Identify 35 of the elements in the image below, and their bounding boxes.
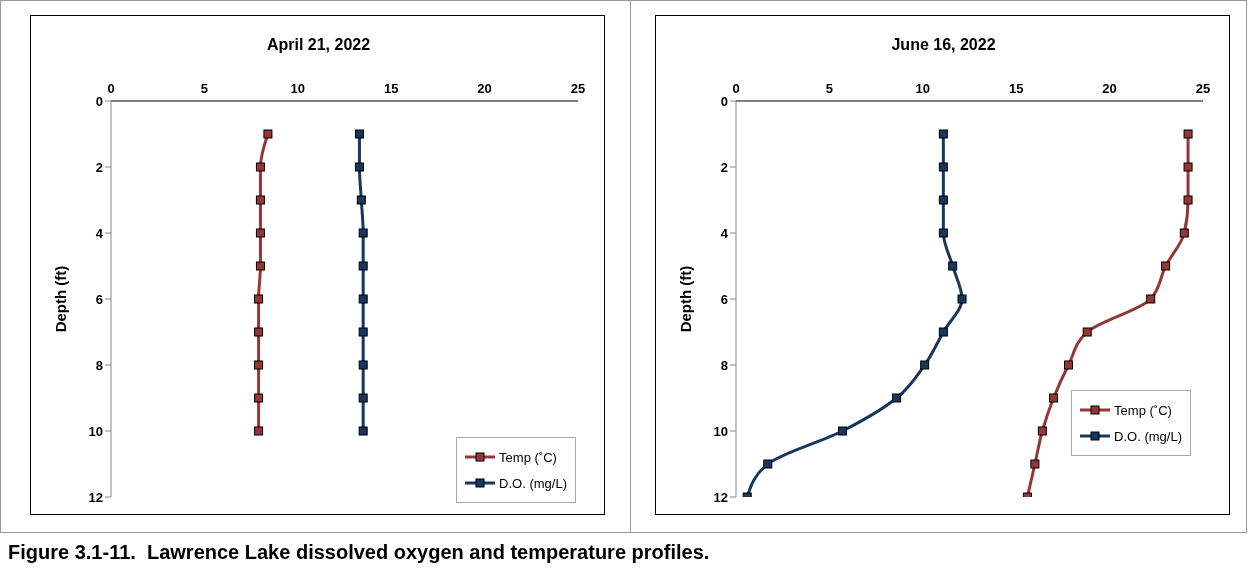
legend-label: D.O. (mg/L) — [499, 475, 567, 491]
y-tick-label: 6 — [720, 291, 728, 307]
x-tick-label: 0 — [732, 81, 740, 96]
y-tick-label: 12 — [88, 489, 103, 505]
y-tick-label: 0 — [720, 93, 728, 109]
y-tick-label: 8 — [720, 357, 728, 373]
y-tick-label: 10 — [88, 423, 103, 439]
legend-label: D.O. (mg/L) — [1114, 428, 1182, 444]
y-tick-label: 2 — [720, 159, 728, 175]
x-tick-label: 10 — [915, 81, 931, 96]
x-tick-label: 5 — [825, 81, 834, 96]
y-tick-label: 4 — [720, 225, 729, 241]
y-tick-label: 4 — [95, 225, 104, 241]
x-tick-label: 15 — [383, 81, 399, 96]
x-tick-label: 25 — [1195, 81, 1211, 96]
chart-title: April 21, 2022 — [265, 36, 372, 54]
caption: Figure 3.1-11. Lawrence Lake dissolved oxygen and temperature profiles. — [8, 541, 710, 564]
y-tick-label: 0 — [95, 93, 103, 109]
y-axis-title: Depth (ft) — [677, 265, 695, 333]
legend-label: Temp (˚C) — [499, 449, 557, 465]
x-tick-label: 5 — [200, 81, 209, 96]
x-tick-label: 20 — [477, 81, 492, 96]
x-tick-label: 15 — [1008, 81, 1024, 96]
y-tick-label: 2 — [95, 159, 103, 175]
y-tick-label: 10 — [713, 423, 728, 439]
x-tick-label: 25 — [570, 81, 586, 96]
x-tick-label: 10 — [290, 81, 306, 96]
y-axis-title: Depth (ft) — [52, 265, 70, 333]
y-tick-label: 8 — [95, 357, 103, 373]
chart-title: June 16, 2022 — [890, 36, 997, 54]
x-tick-label: 20 — [1102, 81, 1117, 96]
y-tick-label: 6 — [95, 291, 103, 307]
x-tick-label: 0 — [107, 81, 115, 96]
legend-label: Temp (˚C) — [1114, 402, 1172, 418]
y-tick-label: 12 — [713, 489, 728, 505]
